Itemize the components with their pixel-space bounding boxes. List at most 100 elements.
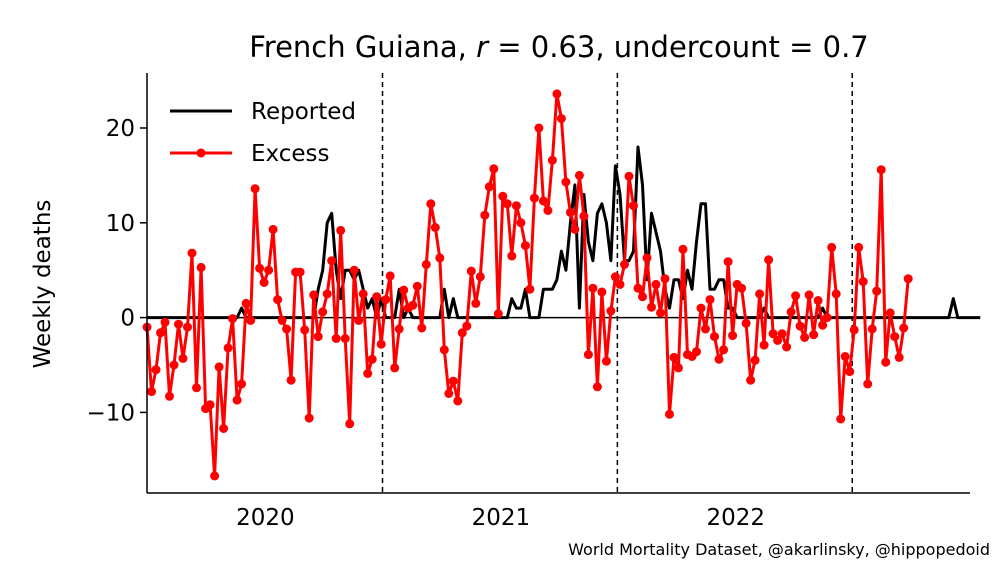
data-point-excess-102 [601, 356, 611, 366]
data-point-excess-139 [768, 329, 778, 339]
data-point-excess-48 [358, 289, 368, 299]
data-point-excess-32 [286, 375, 296, 385]
data-point-excess-83 [516, 218, 526, 228]
data-point-excess-67 [444, 389, 454, 398]
data-point-excess-47 [354, 315, 364, 325]
data-point-excess-119 [678, 244, 688, 254]
data-point-excess-117 [669, 352, 679, 362]
data-point-excess-5 [165, 391, 174, 401]
data-point-excess-78 [493, 309, 503, 319]
data-point-excess-34 [295, 267, 305, 277]
data-point-excess-56 [394, 324, 404, 334]
data-point-excess-45 [345, 419, 355, 429]
data-point-excess-64 [430, 223, 440, 232]
data-point-excess-59 [408, 300, 418, 310]
data-point-excess-167 [894, 352, 904, 362]
data-point-excess-40 [322, 289, 332, 299]
data-point-excess-96 [574, 170, 584, 180]
data-point-excess-90 [547, 155, 557, 165]
data-point-excess-44 [340, 334, 350, 343]
data-point-excess-80 [502, 199, 512, 209]
legend-marker-excess [196, 148, 206, 158]
y-tick-label: 10 [106, 211, 135, 237]
data-point-excess-155 [840, 352, 850, 361]
data-point-excess-91 [552, 89, 562, 99]
x-tick-label: 2022 [707, 505, 766, 531]
data-point-excess-151 [822, 313, 832, 323]
data-point-excess-18 [223, 343, 233, 353]
data-point-excess-114 [656, 308, 665, 318]
data-point-excess-169 [903, 274, 913, 284]
data-point-excess-128 [719, 345, 729, 355]
legend-label-excess: Excess [251, 141, 330, 167]
data-point-excess-29 [273, 295, 283, 305]
data-point-excess-3 [156, 328, 165, 338]
data-point-excess-103 [606, 306, 616, 316]
data-point-excess-95 [570, 224, 580, 234]
data-point-excess-36 [304, 413, 314, 423]
data-point-excess-72 [466, 266, 476, 276]
data-point-excess-99 [588, 283, 598, 293]
data-point-excess-87 [534, 123, 544, 133]
data-point-excess-105 [615, 279, 625, 289]
data-point-excess-73 [471, 298, 481, 308]
y-tick-label: 20 [106, 116, 135, 142]
data-point-excess-82 [511, 201, 521, 211]
data-point-excess-148 [809, 330, 819, 340]
data-point-excess-8 [178, 353, 188, 363]
data-point-excess-50 [367, 354, 377, 364]
data-point-excess-68 [448, 376, 458, 386]
data-point-excess-65 [435, 253, 445, 263]
data-point-excess-35 [300, 325, 310, 335]
data-point-excess-127 [714, 354, 724, 364]
data-point-excess-158 [854, 242, 864, 252]
data-point-excess-39 [318, 307, 328, 317]
data-point-excess-57 [399, 285, 409, 295]
data-point-excess-159 [858, 277, 868, 287]
data-point-excess-17 [219, 424, 229, 433]
y-axis-label: Weekly deaths [30, 200, 56, 369]
data-point-excess-14 [205, 400, 215, 410]
data-point-excess-42 [331, 334, 341, 343]
legend: Reported Excess [170, 99, 356, 167]
data-point-excess-157 [849, 325, 859, 335]
data-point-excess-152 [827, 242, 837, 252]
data-point-excess-118 [674, 363, 683, 373]
data-point-excess-130 [728, 331, 738, 341]
data-point-excess-164 [881, 357, 891, 367]
data-point-excess-116 [665, 409, 674, 419]
data-point-excess-135 [750, 355, 760, 365]
legend-label-reported: Reported [251, 99, 356, 125]
data-point-excess-113 [651, 279, 661, 289]
data-point-excess-24 [250, 184, 260, 194]
data-point-excess-101 [597, 287, 607, 297]
data-point-excess-53 [381, 295, 391, 305]
data-point-excess-22 [241, 298, 251, 308]
data-point-excess-1 [147, 387, 156, 397]
data-point-excess-141 [777, 329, 787, 339]
data-point-excess-98 [583, 350, 593, 360]
data-point-excess-25 [255, 263, 265, 273]
chart-title: French Guiana, r = 0.63, undercount = 0.… [249, 30, 869, 64]
data-point-excess-106 [620, 260, 629, 269]
data-point-excess-26 [259, 278, 269, 287]
data-point-excess-49 [363, 369, 373, 378]
data-point-excess-10 [187, 248, 197, 258]
data-point-excess-4 [160, 317, 170, 327]
data-point-excess-30 [277, 315, 287, 325]
data-point-excess-122 [692, 347, 701, 357]
data-point-excess-100 [592, 382, 602, 392]
data-point-excess-43 [336, 225, 346, 235]
data-point-excess-15 [210, 471, 220, 481]
data-point-excess-31 [282, 324, 292, 334]
data-point-excess-46 [349, 265, 359, 275]
data-point-excess-27 [264, 265, 274, 275]
data-point-excess-132 [737, 283, 747, 293]
data-point-excess-88 [538, 196, 548, 206]
data-point-excess-9 [183, 322, 192, 332]
data-point-excess-145 [795, 321, 805, 331]
data-point-excess-28 [268, 224, 278, 234]
data-point-excess-160 [863, 379, 873, 389]
data-point-excess-54 [385, 271, 395, 281]
y-tick-label: −10 [86, 400, 135, 426]
